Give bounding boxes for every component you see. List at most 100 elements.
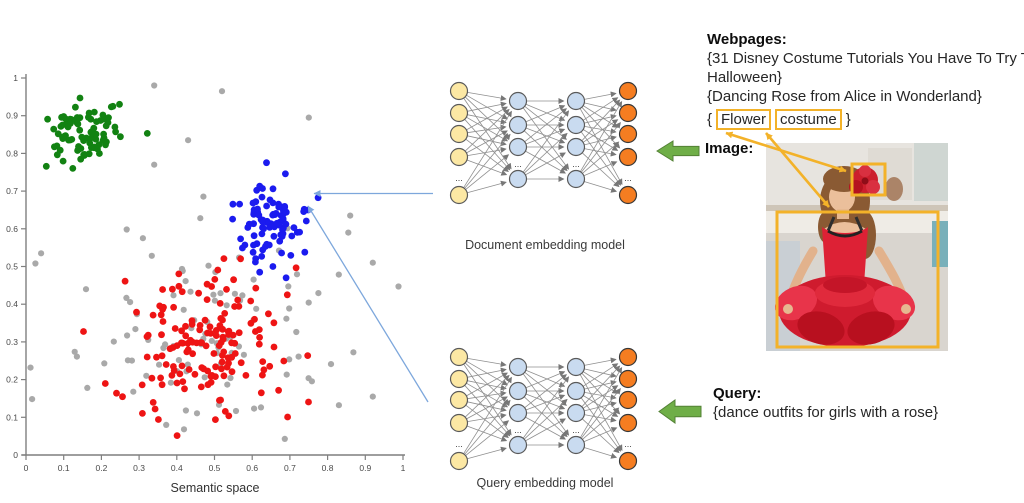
scatter-point bbox=[202, 342, 210, 350]
input-node bbox=[449, 347, 469, 367]
scatter-point bbox=[221, 310, 229, 317]
x-tick-label: 0.7 bbox=[284, 463, 296, 473]
tagged-keywords-line: { Flower costume } bbox=[707, 109, 1024, 130]
scatter-point bbox=[283, 291, 291, 299]
scatter-point bbox=[236, 200, 244, 208]
x-tick-label: 0.3 bbox=[133, 463, 145, 473]
scatter-point bbox=[185, 137, 192, 144]
scatter-point bbox=[175, 357, 182, 364]
input-node bbox=[449, 413, 469, 433]
x-tick-label: 0.6 bbox=[246, 463, 258, 473]
hidden-node bbox=[566, 91, 586, 111]
scatter-point bbox=[252, 255, 260, 263]
scatter-point bbox=[211, 276, 219, 283]
input-node bbox=[449, 451, 469, 471]
scatter-point bbox=[56, 146, 64, 154]
scatter-point bbox=[32, 260, 39, 267]
scatter-point bbox=[130, 388, 137, 395]
scatter-point bbox=[206, 323, 214, 331]
scatter-point bbox=[260, 366, 268, 374]
scatter-point bbox=[181, 385, 188, 393]
document-embedding-network: ............ bbox=[430, 72, 660, 212]
query-model-label: Query embedding model bbox=[476, 476, 614, 490]
costume-photo bbox=[766, 143, 948, 351]
output-node bbox=[618, 369, 638, 389]
scatter-point bbox=[123, 294, 130, 301]
scatter-point bbox=[250, 241, 257, 249]
scatter-point bbox=[252, 328, 259, 335]
webpage-title-line-1: {31 Disney Costume Tutorials You Have To… bbox=[707, 50, 1024, 67]
scatter-point bbox=[217, 290, 224, 297]
scatter-point bbox=[281, 203, 289, 211]
scatter-point bbox=[69, 165, 77, 172]
scatter-point bbox=[229, 200, 237, 208]
scatter-point bbox=[295, 353, 302, 360]
scatter-point bbox=[62, 115, 69, 122]
scatter-point bbox=[218, 358, 226, 366]
y-tick-label: 0.5 bbox=[6, 262, 18, 272]
scatter-point bbox=[151, 82, 158, 89]
scatter-point bbox=[112, 128, 119, 136]
neckline bbox=[827, 229, 863, 238]
hidden-node bbox=[566, 115, 586, 135]
x-tick-label: 0.8 bbox=[322, 463, 334, 473]
output-node bbox=[618, 347, 638, 367]
webpages-section: Webpages: {31 Disney Costume Tutorials Y… bbox=[707, 30, 1024, 130]
scatter-point bbox=[249, 199, 257, 207]
scatter-point bbox=[231, 290, 238, 297]
scatter-point bbox=[283, 371, 290, 378]
scatter-point bbox=[180, 426, 188, 433]
scatter-point bbox=[158, 331, 165, 339]
scatter-point bbox=[151, 161, 158, 168]
x-tick-label: 0.5 bbox=[209, 463, 221, 473]
scatter-point bbox=[132, 326, 139, 333]
scatter-point bbox=[76, 94, 84, 102]
scatter-point bbox=[143, 333, 151, 340]
scatter-point bbox=[185, 366, 193, 373]
scatter-point bbox=[71, 348, 78, 355]
scatter-point bbox=[158, 352, 166, 360]
scatter-point bbox=[259, 358, 267, 365]
scatter-point bbox=[269, 263, 277, 270]
scatter-point bbox=[182, 407, 189, 414]
scatter-point bbox=[178, 327, 186, 335]
scatter-point bbox=[175, 282, 183, 290]
scatter-point bbox=[169, 285, 176, 293]
scatter-point bbox=[117, 133, 124, 141]
scatter-point bbox=[110, 338, 117, 345]
scatter-point bbox=[234, 296, 242, 304]
scatter-point bbox=[59, 157, 67, 165]
scatter-point bbox=[50, 125, 58, 133]
scatter-point bbox=[196, 322, 204, 329]
scatter-point bbox=[64, 123, 72, 131]
scatter-point bbox=[212, 363, 220, 371]
scatter-point bbox=[167, 379, 174, 386]
y-tick-label: 0.4 bbox=[6, 299, 18, 309]
scatter-point bbox=[121, 277, 129, 285]
scatter-point bbox=[369, 393, 376, 400]
output-node bbox=[618, 413, 638, 433]
scatter-point bbox=[210, 291, 217, 298]
keyword-flower-box: Flower bbox=[716, 109, 772, 130]
scatter-point bbox=[219, 316, 226, 324]
scatter-point bbox=[231, 339, 239, 347]
flower-petal bbox=[859, 165, 871, 177]
y-tick-label: 0.8 bbox=[6, 148, 18, 158]
scatter-point bbox=[42, 162, 50, 170]
scatter-point bbox=[223, 286, 230, 293]
scatter-point bbox=[82, 286, 90, 293]
scatter-point bbox=[240, 351, 247, 358]
scatter-point bbox=[290, 224, 298, 232]
scatter-point bbox=[127, 299, 134, 306]
scatter-point bbox=[44, 115, 51, 123]
scatter-point bbox=[305, 398, 312, 406]
hidden-node bbox=[566, 403, 586, 423]
scatter-point bbox=[93, 118, 100, 125]
scatter-point bbox=[85, 150, 93, 158]
scatter-point bbox=[173, 342, 181, 349]
scatter-point bbox=[272, 210, 280, 217]
x-tick-label: 0.1 bbox=[58, 463, 70, 473]
scatter-point bbox=[143, 130, 151, 137]
tutu-petal bbox=[797, 311, 845, 345]
scatter-point bbox=[237, 235, 245, 243]
